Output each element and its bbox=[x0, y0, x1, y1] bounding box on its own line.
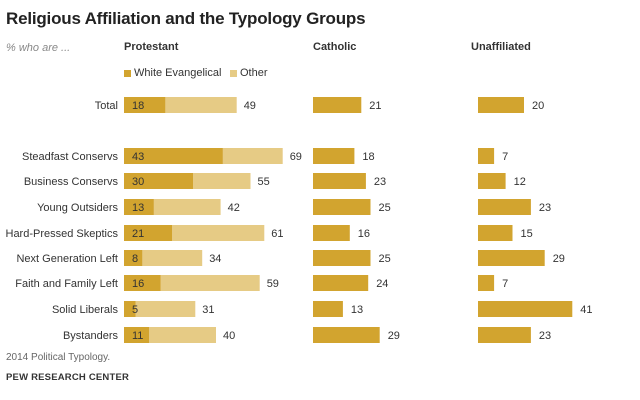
label-protestant-total-hard-pressed-skeptics: 61 bbox=[271, 228, 283, 240]
category-label-steadfast-conservs: Steadfast Conservs bbox=[22, 151, 118, 163]
bar-unaffiliated-hard-pressed-skeptics bbox=[478, 225, 513, 241]
bar-white-evangelical-bystanders bbox=[124, 327, 150, 343]
label-protestant-total-next-generation-left: 34 bbox=[209, 253, 221, 265]
label-protestant-total-young-outsiders: 42 bbox=[228, 202, 240, 214]
label-catholic-total: 21 bbox=[369, 100, 381, 112]
bar-unaffiliated-bystanders bbox=[478, 327, 531, 343]
unaffiliated-column-header: Unaffiliated bbox=[471, 41, 531, 53]
bar-catholic-steadfast-conservs bbox=[313, 148, 355, 164]
bar-other-business-conservs bbox=[193, 173, 251, 189]
label-unaffiliated-total: 20 bbox=[532, 100, 544, 112]
bar-unaffiliated-young-outsiders bbox=[478, 199, 531, 215]
label-protestant-total-faith-and-family-left: 59 bbox=[267, 278, 279, 290]
bar-other-faith-and-family-left bbox=[160, 275, 260, 291]
bar-catholic-faith-and-family-left bbox=[313, 275, 369, 291]
bar-unaffiliated-next-generation-left bbox=[478, 250, 545, 266]
label-protestant-total-solid-liberals: 31 bbox=[202, 304, 214, 316]
bar-white-evangelical-business-conservs bbox=[124, 173, 193, 189]
chart-note: 2014 Political Typology. bbox=[6, 352, 111, 363]
label-unaffiliated-solid-liberals: 41 bbox=[580, 304, 592, 316]
bar-white-evangelical-hard-pressed-skeptics bbox=[124, 225, 173, 241]
label-protestant-total-bystanders: 40 bbox=[223, 330, 235, 342]
label-catholic-hard-pressed-skeptics: 16 bbox=[358, 228, 370, 240]
catholic-column-header: Catholic bbox=[313, 41, 357, 53]
bar-other-steadfast-conservs bbox=[222, 148, 283, 164]
legend-label-white-evangelical: White Evangelical bbox=[134, 67, 222, 79]
legend-label-other: Other bbox=[240, 67, 268, 79]
bar-other-total bbox=[165, 97, 237, 113]
label-white-evangelical-faith-and-family-left: 16 bbox=[132, 278, 144, 290]
label-catholic-steadfast-conservs: 18 bbox=[362, 151, 374, 163]
label-catholic-next-generation-left: 25 bbox=[379, 253, 391, 265]
category-label-faith-and-family-left: Faith and Family Left bbox=[15, 278, 118, 290]
chart-title: Religious Affiliation and the Typology G… bbox=[6, 9, 366, 28]
bar-other-hard-pressed-skeptics bbox=[172, 225, 265, 241]
bar-other-young-outsiders bbox=[153, 199, 221, 215]
chart-source: PEW RESEARCH CENTER bbox=[6, 372, 130, 383]
label-catholic-young-outsiders: 25 bbox=[379, 202, 391, 214]
label-white-evangelical-business-conservs: 30 bbox=[132, 176, 144, 188]
category-label-next-generation-left: Next Generation Left bbox=[16, 253, 118, 265]
legend-swatch-dark bbox=[124, 69, 131, 77]
bar-other-bystanders bbox=[149, 327, 216, 343]
bar-other-solid-liberals bbox=[135, 301, 196, 317]
label-unaffiliated-steadfast-conservs: 7 bbox=[502, 151, 508, 163]
category-label-bystanders: Bystanders bbox=[63, 330, 119, 342]
label-unaffiliated-business-conservs: 12 bbox=[514, 176, 526, 188]
label-catholic-bystanders: 29 bbox=[388, 330, 400, 342]
legend-white-evangelical: White Evangelical bbox=[124, 67, 221, 79]
category-label-business-conservs: Business Conservs bbox=[24, 176, 119, 188]
bar-catholic-business-conservs bbox=[313, 173, 366, 189]
protestant-column-header: Protestant bbox=[124, 41, 179, 53]
bar-other-next-generation-left bbox=[142, 250, 203, 266]
label-unaffiliated-hard-pressed-skeptics: 15 bbox=[521, 228, 533, 240]
label-white-evangelical-total: 18 bbox=[132, 100, 144, 112]
bar-unaffiliated-business-conservs bbox=[478, 173, 506, 189]
bar-unaffiliated-solid-liberals bbox=[478, 301, 573, 317]
label-catholic-business-conservs: 23 bbox=[374, 176, 386, 188]
label-protestant-total-steadfast-conservs: 69 bbox=[290, 151, 302, 163]
label-white-evangelical-steadfast-conservs: 43 bbox=[132, 151, 144, 163]
label-unaffiliated-young-outsiders: 23 bbox=[539, 202, 551, 214]
bar-unaffiliated-faith-and-family-left bbox=[478, 275, 495, 291]
legend-swatch-light bbox=[230, 69, 237, 77]
bar-white-evangelical-steadfast-conservs bbox=[124, 148, 223, 164]
label-white-evangelical-bystanders: 11 bbox=[132, 330, 143, 342]
category-label-total: Total bbox=[95, 100, 118, 112]
label-white-evangelical-solid-liberals: 5 bbox=[132, 304, 138, 316]
bar-unaffiliated-total bbox=[478, 97, 524, 113]
label-unaffiliated-bystanders: 23 bbox=[539, 330, 551, 342]
bar-white-evangelical-solid-liberals bbox=[124, 301, 136, 317]
label-protestant-total-total: 49 bbox=[244, 100, 256, 112]
bar-catholic-young-outsiders bbox=[313, 199, 371, 215]
label-protestant-total-business-conservs: 55 bbox=[258, 176, 270, 188]
label-unaffiliated-next-generation-left: 29 bbox=[553, 253, 565, 265]
label-white-evangelical-hard-pressed-skeptics: 21 bbox=[132, 228, 144, 240]
bar-unaffiliated-steadfast-conservs bbox=[478, 148, 495, 164]
legend-other: Other bbox=[230, 67, 268, 79]
bar-catholic-hard-pressed-skeptics bbox=[313, 225, 350, 241]
label-unaffiliated-faith-and-family-left: 7 bbox=[502, 278, 508, 290]
category-label-young-outsiders: Young Outsiders bbox=[37, 202, 118, 214]
bar-catholic-next-generation-left bbox=[313, 250, 371, 266]
bar-catholic-solid-liberals bbox=[313, 301, 343, 317]
bar-white-evangelical-young-outsiders bbox=[124, 199, 154, 215]
label-catholic-solid-liberals: 13 bbox=[351, 304, 363, 316]
bar-white-evangelical-total bbox=[124, 97, 166, 113]
bar-white-evangelical-next-generation-left bbox=[124, 250, 143, 266]
label-catholic-faith-and-family-left: 24 bbox=[376, 278, 388, 290]
chart-subtitle: % who are ... bbox=[6, 42, 71, 54]
category-label-solid-liberals: Solid Liberals bbox=[52, 304, 119, 316]
bar-catholic-bystanders bbox=[313, 327, 380, 343]
category-label-hard-pressed-skeptics: Hard-Pressed Skeptics bbox=[6, 228, 119, 240]
label-white-evangelical-young-outsiders: 13 bbox=[132, 202, 144, 214]
bar-catholic-total bbox=[313, 97, 362, 113]
bar-white-evangelical-faith-and-family-left bbox=[124, 275, 161, 291]
label-white-evangelical-next-generation-left: 8 bbox=[132, 253, 138, 265]
